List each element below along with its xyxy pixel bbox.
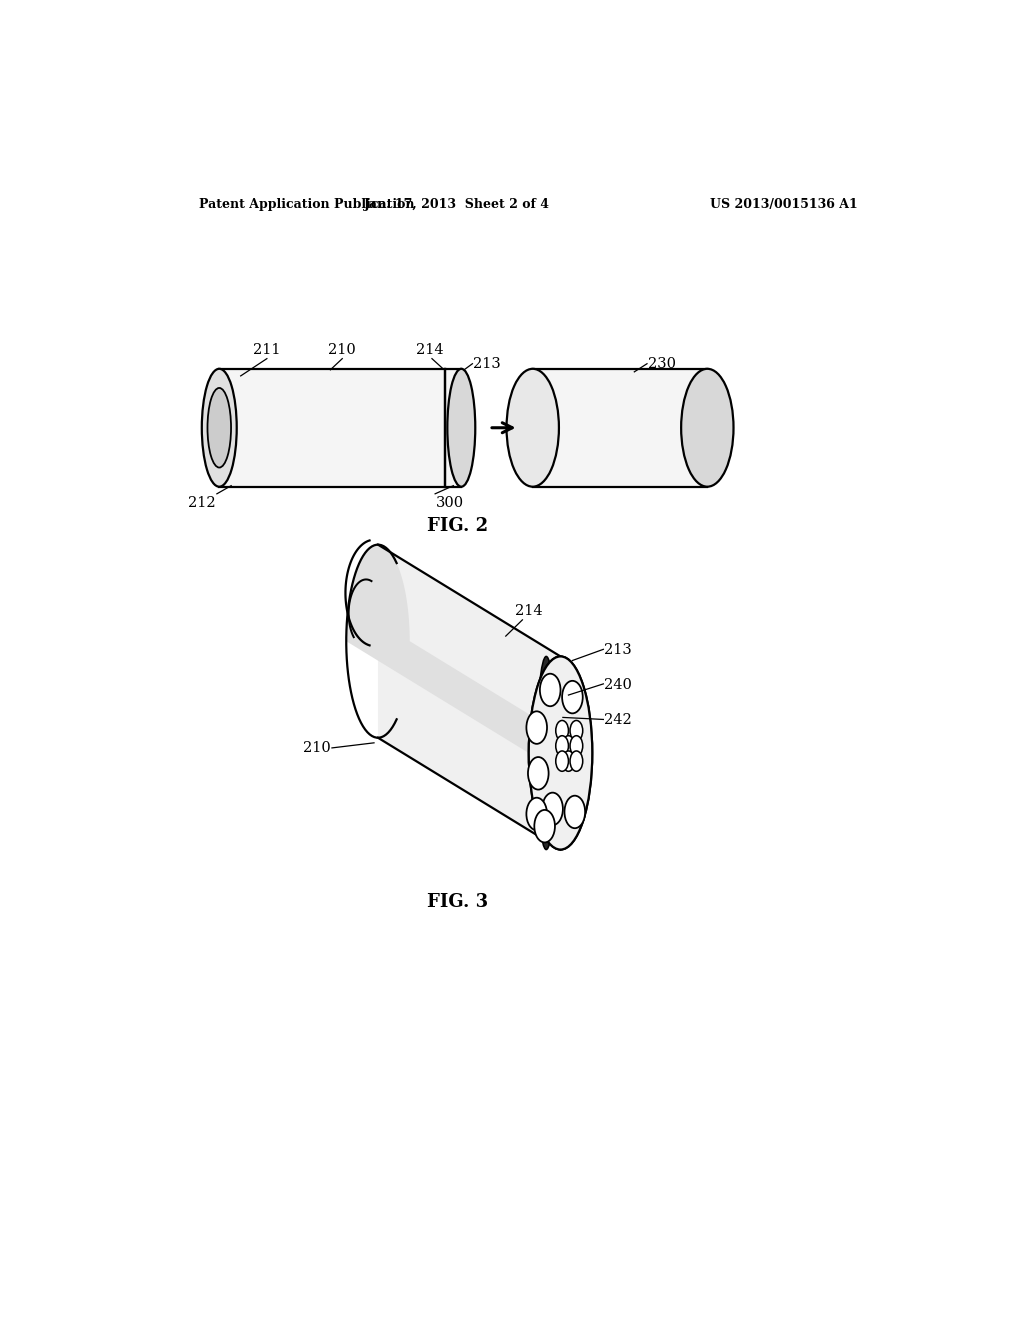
Ellipse shape (447, 368, 475, 487)
Ellipse shape (562, 751, 574, 771)
Text: FIG. 2: FIG. 2 (427, 517, 487, 536)
Text: FIG. 3: FIG. 3 (427, 894, 487, 911)
Text: US 2013/0015136 A1: US 2013/0015136 A1 (711, 198, 858, 211)
Ellipse shape (208, 388, 231, 467)
Text: 210: 210 (303, 741, 331, 755)
Ellipse shape (556, 721, 568, 741)
Ellipse shape (540, 673, 560, 706)
Ellipse shape (528, 656, 592, 850)
Ellipse shape (564, 796, 585, 828)
Text: 214: 214 (515, 603, 543, 618)
Ellipse shape (562, 735, 574, 756)
Ellipse shape (528, 758, 549, 789)
Ellipse shape (526, 797, 547, 830)
Ellipse shape (537, 656, 556, 850)
Text: 211: 211 (253, 343, 281, 356)
Text: 213: 213 (604, 643, 632, 657)
Ellipse shape (556, 735, 568, 756)
Ellipse shape (570, 721, 583, 741)
Polygon shape (378, 545, 560, 850)
Polygon shape (346, 545, 592, 752)
Ellipse shape (535, 810, 555, 842)
Ellipse shape (526, 711, 547, 744)
Ellipse shape (507, 368, 559, 487)
Text: 242: 242 (604, 714, 632, 727)
Text: 240: 240 (604, 678, 632, 692)
Ellipse shape (543, 792, 563, 825)
Text: 300: 300 (436, 496, 464, 510)
Polygon shape (219, 368, 461, 487)
Ellipse shape (570, 751, 583, 771)
Ellipse shape (556, 751, 568, 771)
Text: 212: 212 (187, 496, 215, 510)
Ellipse shape (570, 735, 583, 756)
Ellipse shape (202, 368, 237, 487)
Text: Jan. 17, 2013  Sheet 2 of 4: Jan. 17, 2013 Sheet 2 of 4 (365, 198, 550, 211)
Ellipse shape (528, 656, 592, 850)
Polygon shape (532, 368, 708, 487)
Text: 213: 213 (473, 356, 501, 371)
Text: Patent Application Publication: Patent Application Publication (200, 198, 415, 211)
Ellipse shape (562, 681, 583, 713)
Text: 210: 210 (329, 343, 356, 356)
Text: 230: 230 (648, 356, 676, 371)
Ellipse shape (681, 368, 733, 487)
Text: 214: 214 (416, 343, 443, 356)
